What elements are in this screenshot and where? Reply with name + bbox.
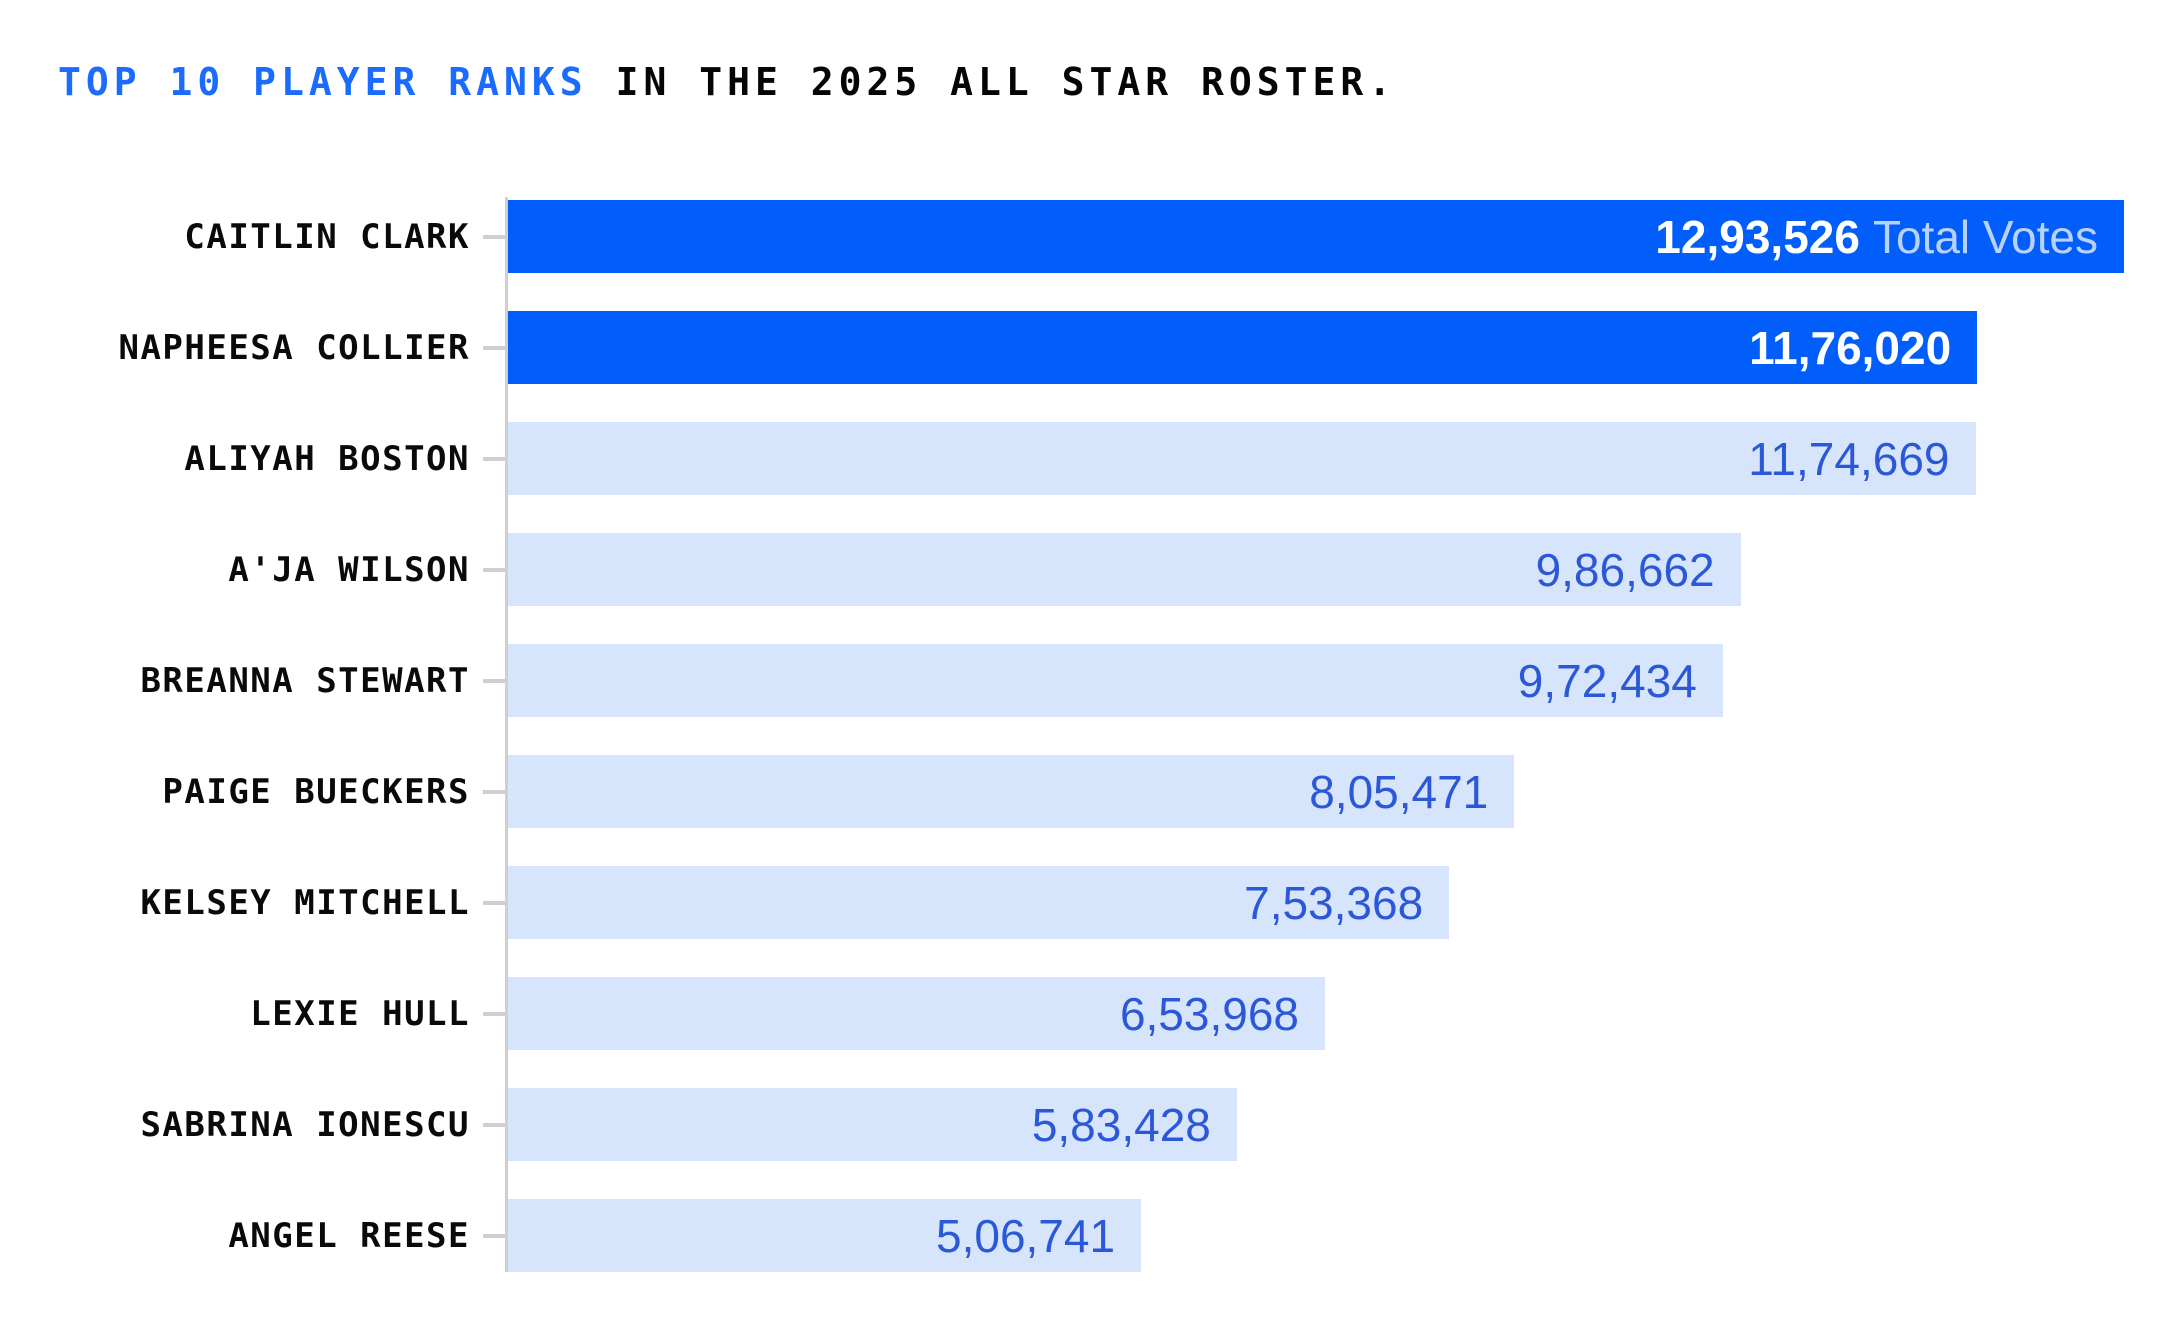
player-label: KELSEY MITCHELL xyxy=(140,882,470,923)
bar-row: ALIYAH BOSTON 11,74,669 xyxy=(0,422,2180,495)
bar-row: ANGEL REESE 5,06,741 xyxy=(0,1199,2180,1272)
chart-rows: CAITLIN CLARK 12,93,526 Total Votes NAPHEES… xyxy=(0,200,2180,1272)
player-label: A'JA WILSON xyxy=(228,549,470,590)
chart-title-rest: IN THE 2025 ALL STAR ROSTER. xyxy=(587,60,1397,104)
player-label: PAIGE BUECKERS xyxy=(162,771,470,812)
vote-count: 5,06,741 xyxy=(936,1209,1116,1262)
vote-count: 11,76,020 xyxy=(1749,321,1952,374)
bar-row: CAITLIN CLARK 12,93,526 Total Votes xyxy=(0,200,2180,273)
vote-count: 9,72,434 xyxy=(1517,654,1697,707)
vote-bar: 9,86,662 xyxy=(508,533,1741,606)
player-label: CAITLIN CLARK xyxy=(184,216,470,257)
bar-row: BREANNA STEWART 9,72,434 xyxy=(0,644,2180,717)
vote-bar: 5,83,428 xyxy=(508,1088,1237,1161)
vote-count: 5,83,428 xyxy=(1031,1098,1211,1151)
vote-bar: 7,53,368 xyxy=(508,866,1450,939)
vote-count: 11,74,669 xyxy=(1748,432,1950,485)
axis-tick xyxy=(483,678,505,683)
bar-row: NAPHEESA COLLIER 11,76,020 xyxy=(0,311,2180,384)
bar-plot-area: 5,06,741 xyxy=(508,1199,2124,1272)
bar-plot-area: 12,93,526 Total Votes xyxy=(508,200,2124,273)
vote-count-suffix: Total Votes xyxy=(1872,210,2098,263)
axis-tick xyxy=(483,567,505,572)
vote-count: 6,53,968 xyxy=(1119,987,1299,1040)
axis-tick xyxy=(483,900,505,905)
vote-count: 8,05,471 xyxy=(1309,765,1489,818)
bar-row: LEXIE HULL 6,53,968 xyxy=(0,977,2180,1050)
bar-row: A'JA WILSON 9,86,662 xyxy=(0,533,2180,606)
bar-plot-area: 7,53,368 xyxy=(508,866,2124,939)
vote-bar: 5,06,741 xyxy=(508,1199,1142,1272)
bar-plot-area: 11,76,020 xyxy=(508,311,2124,384)
chart-title-highlight: TOP 10 PLAYER RANKS xyxy=(58,60,588,104)
axis-tick xyxy=(483,789,505,794)
bar-chart: CAITLIN CLARK 12,93,526 Total Votes NAPHEES… xyxy=(0,197,2180,1272)
player-label: SABRINA IONESCU xyxy=(140,1104,470,1145)
player-label: ALIYAH BOSTON xyxy=(184,438,470,479)
bar-plot-area: 9,86,662 xyxy=(508,533,2124,606)
axis-tick xyxy=(483,1122,505,1127)
vote-bar: 8,05,471 xyxy=(508,755,1515,828)
player-label: LEXIE HULL xyxy=(250,993,470,1034)
vote-count: 12,93,526 xyxy=(1655,210,1860,263)
vote-bar: 12,93,526 Total Votes xyxy=(508,200,2124,273)
axis-tick xyxy=(483,1011,505,1016)
bar-plot-area: 6,53,968 xyxy=(508,977,2124,1050)
axis-tick xyxy=(483,1233,505,1238)
bar-row: KELSEY MITCHELL 7,53,368 xyxy=(0,866,2180,939)
bar-plot-area: 9,72,434 xyxy=(508,644,2124,717)
vote-bar: 11,74,669 xyxy=(508,422,1976,495)
bar-row: SABRINA IONESCU 5,83,428 xyxy=(0,1088,2180,1161)
vote-bar: 9,72,434 xyxy=(508,644,1723,717)
bar-plot-area: 5,83,428 xyxy=(508,1088,2124,1161)
vote-bar: 11,76,020 xyxy=(508,311,1978,384)
axis-tick xyxy=(483,456,505,461)
vote-count: 7,53,368 xyxy=(1244,876,1424,929)
player-label: NAPHEESA COLLIER xyxy=(118,327,470,368)
bar-row: PAIGE BUECKERS 8,05,471 xyxy=(0,755,2180,828)
axis-tick xyxy=(483,234,505,239)
vote-bar: 6,53,968 xyxy=(508,977,1325,1050)
y-axis-line xyxy=(505,197,508,1272)
player-label: ANGEL REESE xyxy=(228,1215,470,1256)
vote-count: 9,86,662 xyxy=(1535,543,1715,596)
chart-title: TOP 10 PLAYER RANKS IN THE 2025 ALL STAR… xyxy=(58,60,1396,106)
bar-plot-area: 11,74,669 xyxy=(508,422,2124,495)
axis-tick xyxy=(483,345,505,350)
bar-plot-area: 8,05,471 xyxy=(508,755,2124,828)
player-label: BREANNA STEWART xyxy=(140,660,470,701)
